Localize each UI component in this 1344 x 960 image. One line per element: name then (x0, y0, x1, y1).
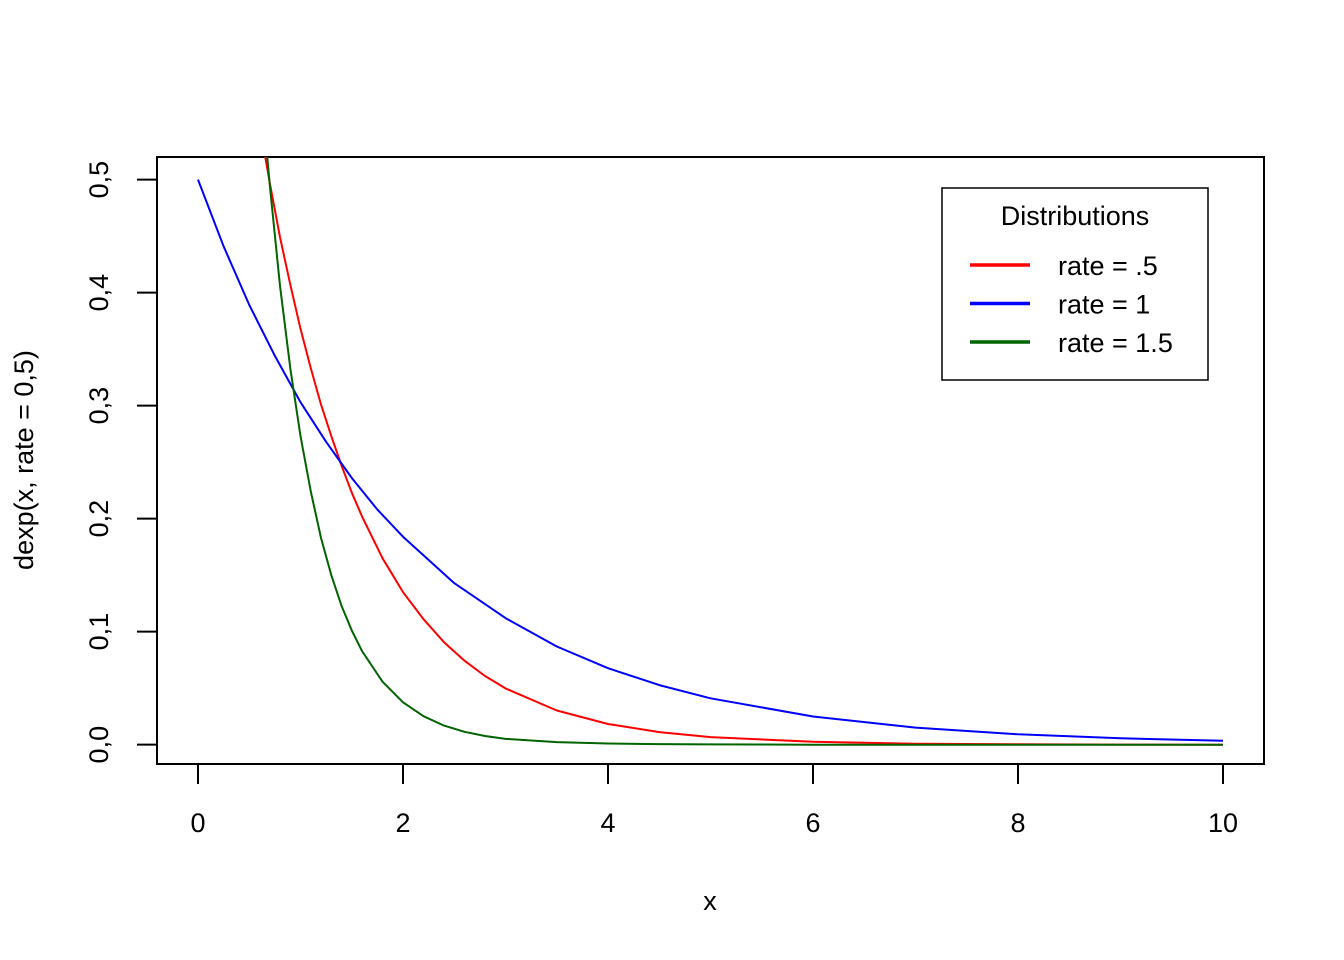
y-tick-label: 0,3 (84, 387, 114, 425)
y-tick-label: 0,1 (84, 613, 114, 651)
legend-label: rate = 1.5 (1058, 328, 1173, 358)
x-tick-label: 6 (805, 808, 820, 838)
x-tick-label: 10 (1208, 808, 1238, 838)
y-axis: 0,0 0,1 0,2 0,3 0,4 0,5 (84, 161, 158, 764)
legend-box (941, 187, 1209, 381)
x-tick-label: 8 (1010, 808, 1025, 838)
y-tick-label: 0,0 (84, 726, 114, 764)
legend: Distributions rate = .5 rate = 1 rate = 1.… (941, 187, 1209, 381)
y-tick-label: 0,5 (84, 161, 114, 199)
series-line-2 (197, 179, 1224, 742)
series-line-1 (264, 157, 1224, 746)
y-tick-label: 0,4 (84, 274, 114, 312)
x-tick-label: 0 (190, 808, 205, 838)
y-tick-label: 0,2 (84, 500, 114, 538)
x-tick-label: 2 (395, 808, 410, 838)
x-axis: 0 2 4 6 8 10 (190, 763, 1238, 838)
x-axis-title: x (703, 886, 717, 916)
x-tick-label: 4 (600, 808, 615, 838)
legend-label: rate = .5 (1058, 251, 1158, 281)
legend-label: rate = 1 (1058, 290, 1150, 320)
legend-title: Distributions (1001, 201, 1150, 231)
series-layer (197, 157, 1224, 746)
y-axis-title: dexp(x, rate = 0,5) (9, 350, 39, 570)
series-line-3 (266, 157, 1223, 746)
